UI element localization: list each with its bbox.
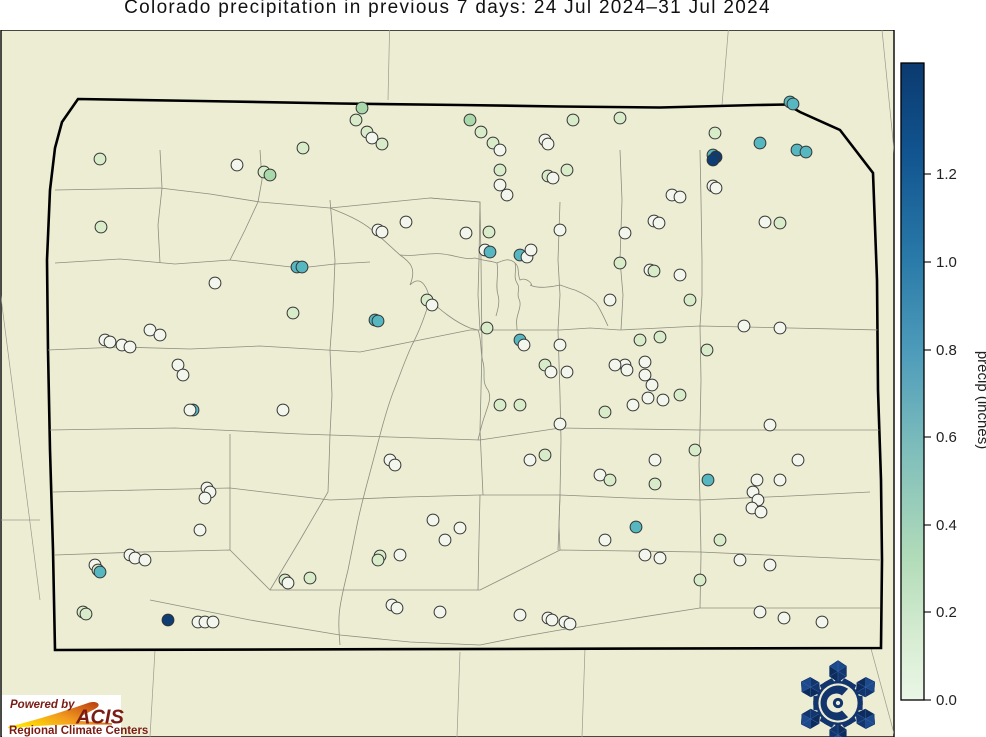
svg-text:0.6: 0.6 [936,429,957,446]
svg-text:Powered by: Powered by [10,699,75,711]
svg-text:0.2: 0.2 [936,604,957,621]
svg-text:1.0: 1.0 [936,254,957,271]
svg-text:0.4: 0.4 [936,517,957,534]
svg-text:Regional Climate Centers: Regional Climate Centers [9,725,148,737]
svg-text:0.8: 0.8 [936,342,957,359]
svg-text:0.0: 0.0 [936,692,957,709]
svg-text:precip (inches): precip (inches) [974,351,986,449]
svg-text:1.2: 1.2 [936,166,957,183]
